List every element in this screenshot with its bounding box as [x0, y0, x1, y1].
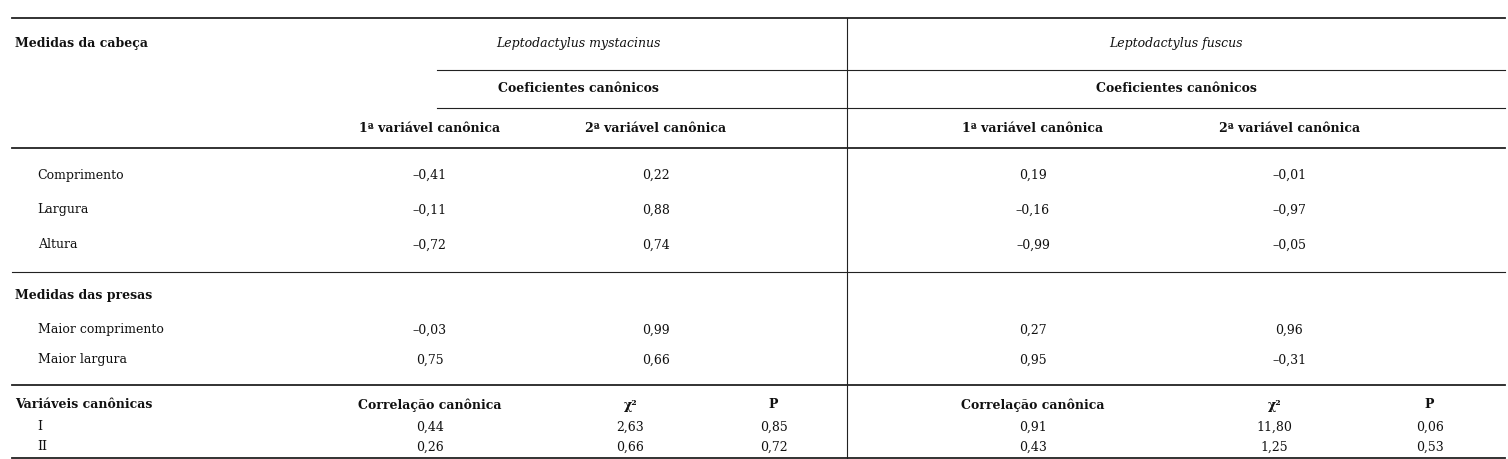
Text: 1ª variável canônica: 1ª variável canônica [962, 122, 1104, 134]
Text: Coeficientes canônicos: Coeficientes canônicos [498, 83, 659, 95]
Text: 0,72: 0,72 [760, 441, 787, 453]
Text: 1,25: 1,25 [1261, 441, 1288, 453]
Text: –0,11: –0,11 [413, 203, 446, 217]
Text: Correlação canônica: Correlação canônica [961, 398, 1105, 412]
Text: –0,99: –0,99 [1016, 239, 1050, 252]
Text: 0,85: 0,85 [760, 420, 787, 433]
Text: I: I [38, 420, 42, 433]
Text: Coeficientes canônicos: Coeficientes canônicos [1096, 83, 1256, 95]
Text: –0,31: –0,31 [1273, 353, 1306, 366]
Text: χ²: χ² [623, 398, 638, 412]
Text: 0,99: 0,99 [642, 324, 670, 336]
Text: 0,06: 0,06 [1416, 420, 1443, 433]
Text: –0,03: –0,03 [413, 324, 446, 336]
Text: Medidas das presas: Medidas das presas [15, 289, 152, 302]
Text: 0,27: 0,27 [1019, 324, 1047, 336]
Text: 0,43: 0,43 [1019, 441, 1047, 453]
Text: –0,72: –0,72 [413, 239, 446, 252]
Text: χ²: χ² [1267, 398, 1282, 412]
Text: 0,26: 0,26 [416, 441, 443, 453]
Text: 0,74: 0,74 [642, 239, 670, 252]
Text: P: P [1425, 398, 1434, 412]
Text: P: P [769, 398, 778, 412]
Text: 0,19: 0,19 [1019, 168, 1047, 181]
Text: 0,88: 0,88 [642, 203, 670, 217]
Text: –0,97: –0,97 [1273, 203, 1306, 217]
Text: 2,63: 2,63 [617, 420, 644, 433]
Text: II: II [38, 441, 48, 453]
Text: Maior comprimento: Maior comprimento [38, 324, 163, 336]
Text: –0,16: –0,16 [1016, 203, 1050, 217]
Text: Leptodactylus mystacinus: Leptodactylus mystacinus [496, 38, 661, 50]
Text: Maior largura: Maior largura [38, 353, 127, 366]
Text: 0,95: 0,95 [1019, 353, 1047, 366]
Text: –0,01: –0,01 [1273, 168, 1306, 181]
Text: 0,66: 0,66 [642, 353, 670, 366]
Text: 0,91: 0,91 [1019, 420, 1047, 433]
Text: 0,44: 0,44 [416, 420, 443, 433]
Text: 0,66: 0,66 [617, 441, 644, 453]
Text: –0,41: –0,41 [413, 168, 446, 181]
Text: Largura: Largura [38, 203, 89, 217]
Text: 2ª variável canônica: 2ª variável canônica [585, 122, 727, 134]
Text: Medidas da cabeça: Medidas da cabeça [15, 38, 148, 50]
Text: 0,22: 0,22 [642, 168, 670, 181]
Text: Leptodactylus fuscus: Leptodactylus fuscus [1110, 38, 1243, 50]
Text: 1ª variável canônica: 1ª variável canônica [359, 122, 501, 134]
Text: Correlação canônica: Correlação canônica [357, 398, 502, 412]
Text: Variáveis canônicas: Variáveis canônicas [15, 398, 152, 412]
Text: –0,05: –0,05 [1273, 239, 1306, 252]
Text: 0,53: 0,53 [1416, 441, 1443, 453]
Text: Comprimento: Comprimento [38, 168, 124, 181]
Text: 0,96: 0,96 [1276, 324, 1303, 336]
Text: 0,75: 0,75 [416, 353, 443, 366]
Text: Altura: Altura [38, 239, 77, 252]
Text: 2ª variável canônica: 2ª variável canônica [1218, 122, 1360, 134]
Text: 11,80: 11,80 [1256, 420, 1292, 433]
